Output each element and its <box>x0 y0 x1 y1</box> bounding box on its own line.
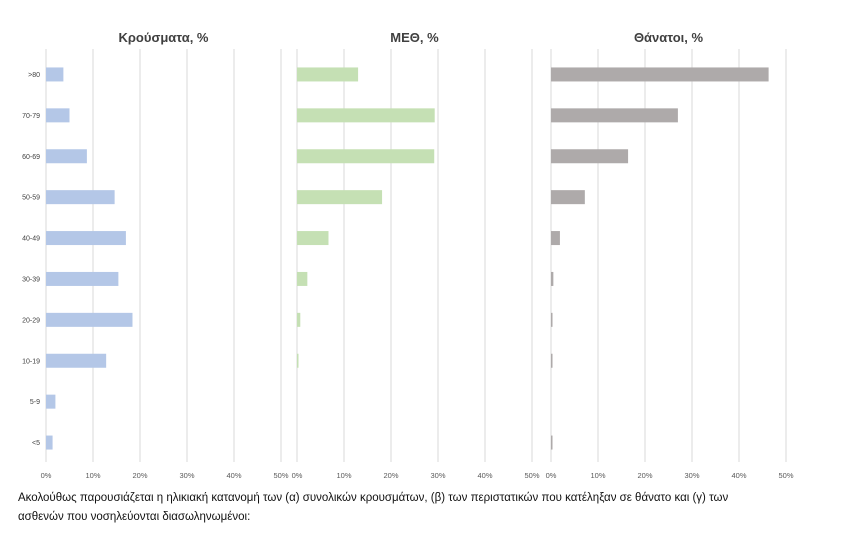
x-tick-label: 10% <box>590 471 605 480</box>
x-tick-label: 50% <box>273 471 288 480</box>
chart-title: ΜΕΘ, % <box>390 30 439 45</box>
bar <box>551 271 554 286</box>
chart-panel-1: Κρούσματα, % 0% 10% 20% 30% 40% 50% >80 70-79 60-… <box>22 30 289 480</box>
x-tick-label: 20% <box>132 471 147 480</box>
bar <box>297 108 435 123</box>
y-category-label: >80 <box>28 72 40 79</box>
y-category-label: 50-59 <box>22 195 40 202</box>
y-category-label: 20-29 <box>22 317 40 324</box>
bar <box>551 190 585 205</box>
y-category-label: 40-49 <box>22 236 40 243</box>
caption-line-2: ασθενών που νοσηλεύονται διασωληνωμένοι: <box>18 511 251 523</box>
bar <box>551 312 553 327</box>
bar <box>297 312 301 327</box>
y-category-label: 30-39 <box>22 276 40 283</box>
bar <box>297 190 383 205</box>
x-tick-label: 50% <box>524 471 539 480</box>
x-tick-label: 30% <box>430 471 445 480</box>
bar <box>46 394 56 409</box>
chart-title: Θάνατοι, % <box>634 30 704 45</box>
bar <box>551 67 769 82</box>
chart-panel-3: Θάνατοι, % 0% 10% 20% 30% 40% 50% <box>546 30 794 480</box>
bar <box>551 149 629 164</box>
x-tick-label: 0% <box>41 471 52 480</box>
x-tick-label: 0% <box>546 471 557 480</box>
x-tick-label: 10% <box>85 471 100 480</box>
y-category-label: 10-19 <box>22 358 40 365</box>
y-category-label: 5-9 <box>30 399 40 406</box>
x-tick-label: 30% <box>684 471 699 480</box>
bar <box>46 67 64 82</box>
x-tick-label: 50% <box>778 471 793 480</box>
bar <box>297 67 359 82</box>
bar <box>297 271 308 286</box>
y-category-label: 70-79 <box>22 113 40 120</box>
bar <box>551 108 678 123</box>
bar <box>551 231 560 246</box>
chart-panel-2: ΜΕΘ, % 0% 10% 20% 30% 40% 50% <box>292 30 540 480</box>
bar <box>551 435 553 450</box>
x-tick-label: 40% <box>731 471 746 480</box>
bar <box>46 353 107 368</box>
bar <box>46 149 87 164</box>
bar <box>46 271 119 286</box>
bar <box>297 353 299 368</box>
bar <box>46 312 133 327</box>
figure-caption: Ακολούθως παρουσιάζεται η ηλικιακή καταν… <box>18 489 818 527</box>
age-distribution-figure: Κρούσματα, % 0% 10% 20% 30% 40% 50% >80 70-79 60-… <box>22 30 794 480</box>
bar <box>46 190 115 205</box>
bar <box>46 231 126 246</box>
age-distribution-charts: Κρούσματα, % 0% 10% 20% 30% 40% 50% >80 70-79 60-… <box>22 30 794 480</box>
bar <box>46 108 70 123</box>
x-tick-label: 30% <box>179 471 194 480</box>
y-category-label: 60-69 <box>22 154 40 161</box>
x-tick-label: 10% <box>336 471 351 480</box>
bar <box>46 435 53 450</box>
y-category-label: <5 <box>32 440 40 447</box>
x-tick-label: 0% <box>292 471 303 480</box>
bar <box>551 353 553 368</box>
x-tick-label: 40% <box>226 471 241 480</box>
caption-line-1: Ακολούθως παρουσιάζεται η ηλικιακή καταν… <box>18 492 729 504</box>
x-tick-label: 20% <box>383 471 398 480</box>
bar <box>297 231 329 246</box>
chart-title: Κρούσματα, % <box>119 30 209 45</box>
x-tick-label: 20% <box>637 471 652 480</box>
x-tick-label: 40% <box>477 471 492 480</box>
bar <box>297 149 435 164</box>
